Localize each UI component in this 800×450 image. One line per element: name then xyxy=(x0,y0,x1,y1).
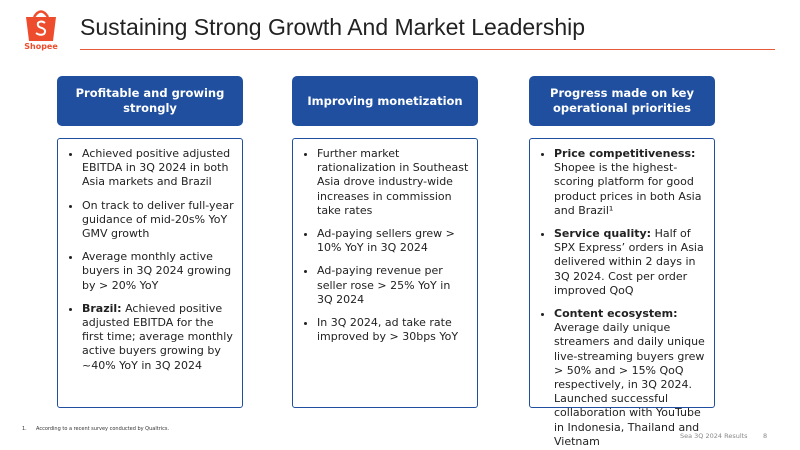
bullet-text: Achieved positive adjusted EBITDA for th… xyxy=(82,301,233,372)
bullet-text: Average daily unique streamers and daily… xyxy=(554,321,705,448)
bullet-lead: Service quality: xyxy=(554,227,652,241)
bullet: Service quality: Half of SPX Express’ or… xyxy=(554,227,706,298)
page-number: 8 xyxy=(763,432,768,440)
column-header: Profitable and growing strongly xyxy=(57,76,243,126)
column-body: Price competitiveness: Shopee is the hig… xyxy=(529,138,715,448)
bullet-text: Further market rationalization in Southe… xyxy=(317,147,469,217)
bullet: Price competitiveness: Shopee is the hig… xyxy=(554,147,706,218)
slide-title: Sustaining Strong Growth And Market Lead… xyxy=(80,14,586,40)
column-body: Achieved positive adjusted EBITDA in 3Q … xyxy=(57,138,243,408)
bullet: On track to deliver full-year guidance o… xyxy=(82,199,234,242)
bullet: Average monthly active buyers in 3Q 2024… xyxy=(82,250,234,293)
bullet-text: Ad-paying sellers grew > 10% YoY in 3Q 2… xyxy=(317,227,455,255)
footnote-number: 1. xyxy=(22,426,27,432)
bullet-lead: Content ecosystem: xyxy=(554,307,678,321)
bullet: Content ecosystem: Average daily unique … xyxy=(554,307,706,449)
bullet-list: Further market rationalization in Southe… xyxy=(301,147,469,344)
bullet-text: In 3Q 2024, ad take rate improved by > 3… xyxy=(317,316,459,344)
footer-label: Sea 3Q 2024 Results xyxy=(680,432,748,440)
bullet-list: Achieved positive adjusted EBITDA in 3Q … xyxy=(66,147,234,373)
bullet-text: On track to deliver full-year guidance o… xyxy=(82,198,234,241)
bullet: Further market rationalization in Southe… xyxy=(317,147,469,218)
bullet: In 3Q 2024, ad take rate improved by > 3… xyxy=(317,316,469,344)
bullet-lead: Brazil: xyxy=(82,301,122,315)
bullet-lead: Price competitiveness: xyxy=(554,147,696,160)
bullet-text: Shopee is the highest-scoring platform f… xyxy=(554,161,702,217)
bullet: Ad-paying revenue per seller rose > 25% … xyxy=(317,264,469,307)
bullet: Achieved positive adjusted EBITDA in 3Q … xyxy=(82,147,234,190)
bullet-text: Achieved positive adjusted EBITDA in 3Q … xyxy=(82,147,231,189)
column-header: Improving monetization xyxy=(292,76,478,126)
logo-label: Shopee xyxy=(24,42,58,51)
bullet: Ad-paying sellers grew > 10% YoY in 3Q 2… xyxy=(317,227,469,255)
column-header: Progress made on key operational priorit… xyxy=(529,76,715,126)
bullet-text: Ad-paying revenue per seller rose > 25% … xyxy=(317,264,451,306)
footnote-text: According to a recent survey conducted b… xyxy=(36,426,170,432)
bullet: Brazil: Achieved positive adjusted EBITD… xyxy=(82,302,234,373)
bullet-text: Half of SPX Express’ orders in Asia deli… xyxy=(554,227,704,297)
column-body: Further market rationalization in Southe… xyxy=(292,138,478,408)
bullet-text: Average monthly active buyers in 3Q 2024… xyxy=(82,250,232,292)
logo-icon xyxy=(26,10,56,41)
bullet-list: Price competitiveness: Shopee is the hig… xyxy=(538,147,706,449)
title-rule xyxy=(80,49,775,50)
